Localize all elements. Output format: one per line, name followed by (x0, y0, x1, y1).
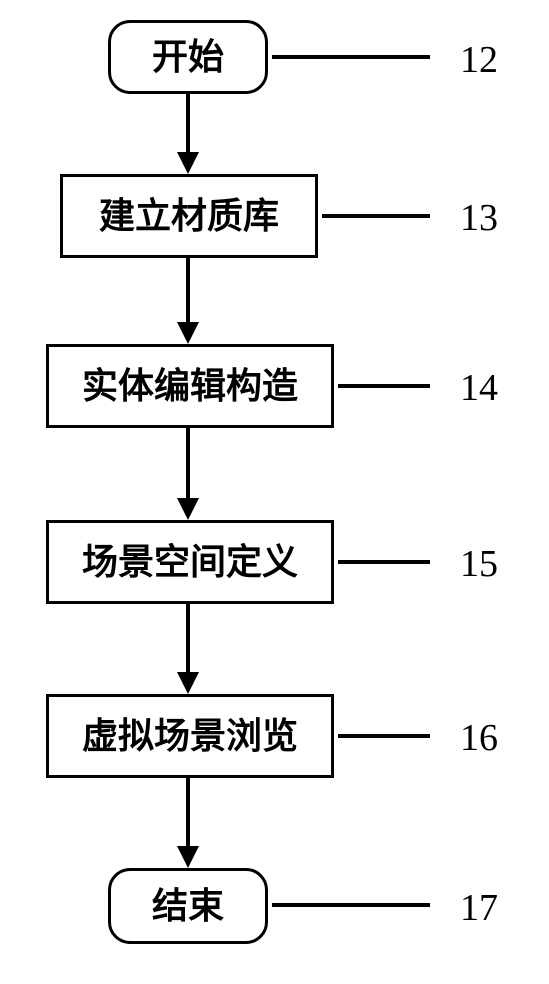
node-label: 15 (460, 542, 498, 586)
flowchart-arrow (176, 428, 200, 520)
node-text: 虚拟场景浏览 (82, 718, 298, 754)
label-connector (322, 214, 430, 218)
node-text: 结束 (152, 888, 224, 924)
label-connector (272, 903, 430, 907)
flowchart-arrow (176, 604, 200, 694)
flowchart-node-entity-edit: 实体编辑构造 (46, 344, 334, 428)
flowchart-node-material-library: 建立材质库 (60, 174, 318, 258)
label-connector (338, 560, 430, 564)
label-connector (338, 384, 430, 388)
flowchart-arrow (176, 778, 200, 868)
flowchart-node-end: 结束 (108, 868, 268, 944)
node-label: 13 (460, 196, 498, 240)
node-text: 建立材质库 (99, 198, 279, 234)
node-text: 场景空间定义 (82, 544, 298, 580)
node-label: 12 (460, 38, 498, 82)
node-label: 16 (460, 716, 498, 760)
label-connector (338, 734, 430, 738)
flowchart-node-virtual-scene-browse: 虚拟场景浏览 (46, 694, 334, 778)
label-connector (272, 55, 430, 59)
node-label: 17 (460, 886, 498, 930)
node-text: 开始 (152, 39, 224, 75)
node-label: 14 (460, 366, 498, 410)
flowchart-arrow (176, 94, 200, 174)
flowchart-node-scene-space: 场景空间定义 (46, 520, 334, 604)
node-text: 实体编辑构造 (82, 368, 298, 404)
flowchart-arrow (176, 258, 200, 344)
flowchart-node-start: 开始 (108, 20, 268, 94)
